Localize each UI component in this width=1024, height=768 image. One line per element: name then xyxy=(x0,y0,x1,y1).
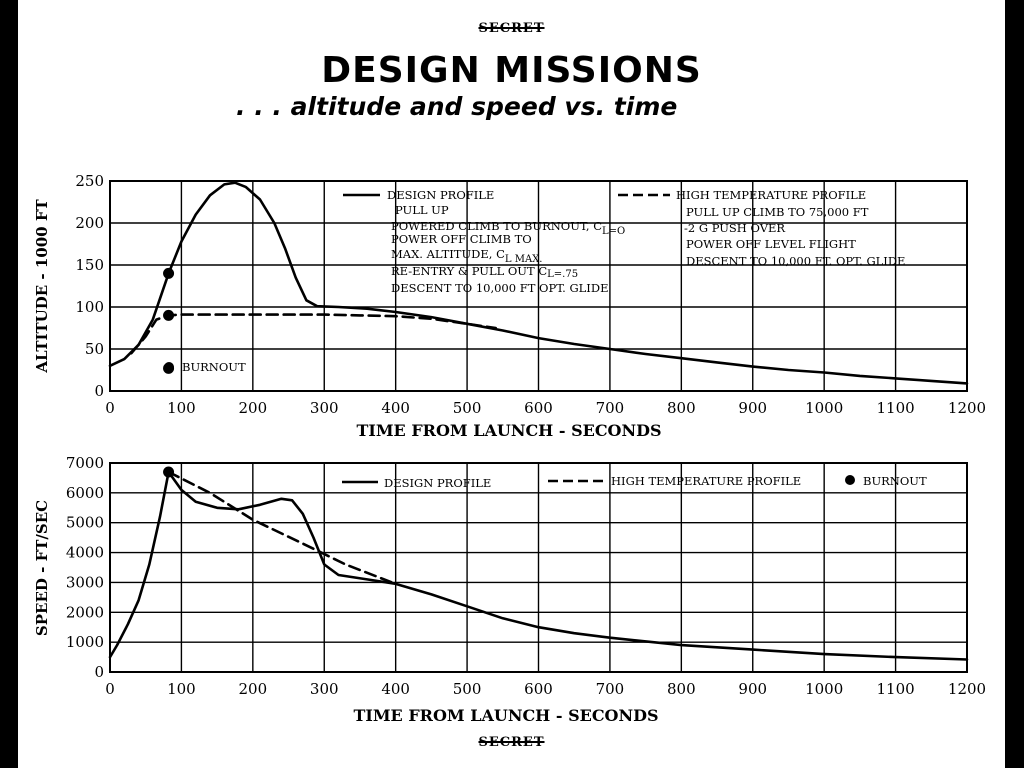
x-tick-label: 700 xyxy=(596,399,625,417)
high-temperature-profile-line xyxy=(167,470,397,586)
legend-burnout-label-2: BURNOUT xyxy=(863,474,927,488)
legend-design-step-1: PULL UP xyxy=(395,203,449,217)
legend-design-title: DESIGN PROFILE xyxy=(387,188,494,202)
x-tick-label: 300 xyxy=(310,399,339,417)
legend-design-step-2: POWERED CLIMB TO BURNOUT, CL=O xyxy=(391,219,625,237)
altitude-y-axis-label: ALTITUDE - 1000 FT xyxy=(33,199,51,374)
x-tick-label: 1000 xyxy=(805,399,843,417)
speed-legend: DESIGN PROFILE HIGH TEMPERATURE PROFILE … xyxy=(342,474,927,490)
legend-design-step-4-text: MAX. ALTITUDE, C xyxy=(391,247,505,261)
y-tick-label: 2000 xyxy=(66,603,104,621)
x-tick-label: 1200 xyxy=(948,680,986,698)
y-tick-label: 150 xyxy=(75,256,104,274)
speed-chart: 0 100 200 300 400 500 600 700 800 900 1000 1100 1200… xyxy=(33,454,986,725)
legend-design-step-2-text: POWERED CLIMB TO BURNOUT, C xyxy=(391,219,602,233)
altitude-tick-labels: 0 100 200 300 400 500 600 700 800 900 1000 1100 1200… xyxy=(75,172,986,417)
plot-frame xyxy=(109,462,968,673)
altitude-legend-design: DESIGN PROFILE PULL UP POWERED CLIMB TO … xyxy=(343,188,625,295)
x-tick-label: 400 xyxy=(381,680,410,698)
y-tick-label: 1000 xyxy=(66,633,104,651)
x-tick-label: 1100 xyxy=(876,680,914,698)
legend-design-step-5-sub: L=.75 xyxy=(547,269,578,280)
x-tick-label: 500 xyxy=(453,680,482,698)
x-tick-label: 900 xyxy=(738,399,767,417)
legend-design-label-2: DESIGN PROFILE xyxy=(384,476,491,490)
x-tick-label: 100 xyxy=(167,399,196,417)
speed-x-axis-label: TIME FROM LAUNCH - SECONDS xyxy=(353,706,658,725)
x-tick-label: 300 xyxy=(310,680,339,698)
plot-frame xyxy=(109,180,968,392)
x-tick-label: 400 xyxy=(381,399,410,417)
x-tick-label: 200 xyxy=(239,399,268,417)
legend-design-step-4-sub: L MAX. xyxy=(505,254,543,265)
x-tick-label: 500 xyxy=(453,399,482,417)
legend-design-step-6: DESCENT TO 10,000 FT OPT. GLIDE xyxy=(391,281,608,295)
legend-high-temp-step-2: -2 G PUSH OVER xyxy=(684,221,785,235)
speed-tick-labels: 0 100 200 300 400 500 600 700 800 900 1000 1100 1200… xyxy=(66,454,986,698)
x-tick-label: 0 xyxy=(105,399,115,417)
x-tick-label: 900 xyxy=(738,680,767,698)
y-tick-label: 4000 xyxy=(66,544,104,562)
legend-high-temp-title: HIGH TEMPERATURE PROFILE xyxy=(676,188,866,202)
x-tick-label: 600 xyxy=(524,680,553,698)
y-tick-label: 50 xyxy=(85,340,104,358)
altitude-x-axis-label: TIME FROM LAUNCH - SECONDS xyxy=(356,421,661,440)
x-tick-label: 800 xyxy=(667,399,696,417)
legend-burnout-dot xyxy=(164,362,174,372)
y-tick-label: 5000 xyxy=(66,514,104,532)
legend-design-step-4: MAX. ALTITUDE, CL MAX. xyxy=(391,247,542,265)
legend-design-step-3: POWER OFF CLIMB TO xyxy=(391,232,532,246)
x-tick-label: 100 xyxy=(167,680,196,698)
legend-high-temp-step-3: POWER OFF LEVEL FLIGHT xyxy=(686,237,856,251)
x-tick-label: 600 xyxy=(524,399,553,417)
y-tick-label: 100 xyxy=(75,298,104,316)
design-profile-line xyxy=(108,470,969,661)
high-temperature-profile-line xyxy=(130,313,497,355)
speed-y-axis-label: SPEED - FT/SEC xyxy=(33,500,51,636)
legend-design-step-5-text: RE-ENTRY & PULL OUT C xyxy=(391,264,547,278)
burnout-point xyxy=(163,466,175,478)
legend-burnout-label: BURNOUT xyxy=(182,360,246,374)
altitude-legend-burnout: BURNOUT xyxy=(164,360,246,374)
speed-series xyxy=(108,466,969,661)
x-tick-label: 700 xyxy=(596,680,625,698)
legend-high-temp-label-2: HIGH TEMPERATURE PROFILE xyxy=(611,474,801,488)
altitude-grid xyxy=(109,180,968,392)
altitude-legend-high-temp: HIGH TEMPERATURE PROFILE PULL UP CLIMB T… xyxy=(618,188,905,268)
speed-grid xyxy=(109,462,968,673)
y-tick-label: 3000 xyxy=(66,573,104,591)
design-profile-line xyxy=(108,181,969,385)
page-subtitle: . . . altitude and speed vs. time xyxy=(236,92,678,121)
y-tick-label: 0 xyxy=(94,382,104,400)
legend-high-temp-step-4: DESCENT TO 10,000 FT. OPT. GLIDE xyxy=(686,254,905,268)
y-tick-label: 7000 xyxy=(66,454,104,472)
slide-page: SECRET DESIGN MISSIONS . . . altitude an… xyxy=(18,0,1005,768)
y-tick-label: 200 xyxy=(75,214,104,232)
burnout-point xyxy=(163,267,175,279)
burnout-point xyxy=(163,309,175,321)
x-tick-label: 1200 xyxy=(948,399,986,417)
altitude-chart: 0 100 200 300 400 500 600 700 800 900 1000 1100 1200… xyxy=(33,172,986,440)
x-tick-label: 1100 xyxy=(876,399,914,417)
legend-design-step-2-sub: L=O xyxy=(602,226,625,237)
legend-burnout-dot-2 xyxy=(845,475,855,485)
y-tick-label: 6000 xyxy=(66,484,104,502)
classification-mark-bottom: SECRET xyxy=(478,735,545,750)
x-tick-label: 0 xyxy=(105,680,115,698)
x-tick-label: 800 xyxy=(667,680,696,698)
y-tick-label: 250 xyxy=(75,172,104,190)
y-tick-label: 0 xyxy=(94,663,104,681)
page-title: DESIGN MISSIONS xyxy=(321,50,702,91)
x-tick-label: 1000 xyxy=(805,680,843,698)
x-tick-label: 200 xyxy=(239,680,268,698)
legend-high-temp-step-1: PULL UP CLIMB TO 75,000 FT xyxy=(686,205,869,219)
classification-mark-top: SECRET xyxy=(478,21,545,36)
legend-design-step-5: RE-ENTRY & PULL OUT CL=.75 xyxy=(391,264,578,280)
